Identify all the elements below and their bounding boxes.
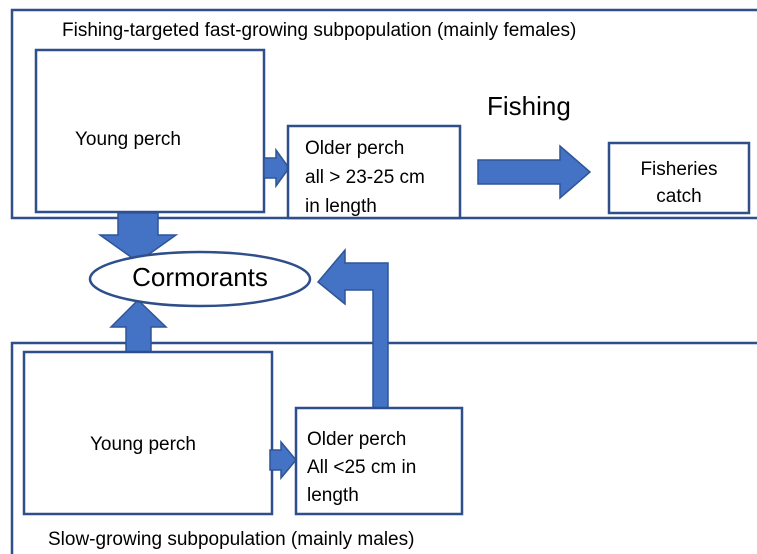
bottom-panel — [10, 341, 757, 554]
node-label: length — [307, 485, 359, 506]
node-label: Cormorants — [132, 262, 268, 292]
node-label: All <25 cm in — [307, 457, 416, 478]
fishing-label: Fishing — [487, 91, 571, 121]
node-label: Young perch — [75, 129, 181, 150]
node-box — [34, 48, 266, 214]
panel-title: Fishing-targeted fast-growing subpopulat… — [62, 20, 576, 41]
node-label: all > 23-25 cm — [305, 167, 425, 188]
node-label: Fisheries — [640, 159, 717, 180]
node-label: Older perch — [305, 138, 404, 159]
node-box — [286, 124, 462, 220]
node-box — [607, 141, 751, 215]
arrow — [477, 144, 592, 200]
node-ellipse — [88, 250, 312, 308]
panel-title: Slow-growing subpopulation (mainly males… — [48, 529, 414, 550]
arrow — [263, 147, 290, 189]
node-label: catch — [656, 186, 701, 207]
node-label: Young perch — [90, 434, 196, 455]
arrow — [97, 212, 179, 263]
arrow — [316, 247, 389, 409]
arrow — [269, 439, 297, 481]
node-label: Older perch — [307, 429, 406, 450]
arrow — [109, 298, 168, 354]
node-box — [22, 350, 274, 516]
node-label: in length — [305, 196, 377, 217]
node-box — [294, 406, 464, 516]
